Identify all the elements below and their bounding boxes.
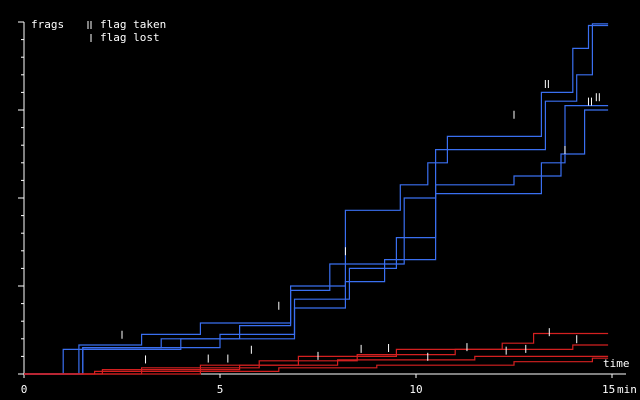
series-line	[24, 24, 609, 375]
x-axis-unit: min	[617, 383, 637, 396]
series-line	[24, 104, 609, 375]
x-tick-label: 15	[602, 383, 615, 396]
x-tick-label: 10	[409, 383, 422, 396]
x-tick-label: 5	[217, 383, 224, 396]
series-line	[24, 344, 609, 375]
series-line	[24, 23, 609, 375]
y-axis-label: frags	[31, 18, 64, 31]
x-tick-label: 0	[21, 383, 28, 396]
legend-label: flag taken	[100, 18, 166, 31]
legend-label: flag lost	[100, 31, 160, 44]
series-line	[24, 357, 609, 375]
x-axis-label: time	[603, 357, 630, 370]
series-line	[24, 332, 609, 375]
